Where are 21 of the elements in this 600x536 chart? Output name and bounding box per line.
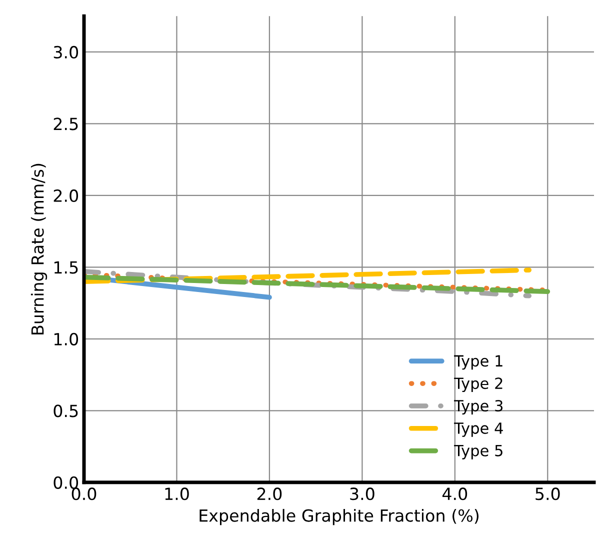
x-tick-label: 0.0 [72,488,96,500]
line-series [84,269,532,298]
y-tick-label: 0.0 [54,476,78,489]
legend-label: Type 4 [454,422,503,437]
y-tick-label: 0.5 [54,404,78,418]
y-tick-label: 2.0 [54,189,78,202]
legend-label: Type 2 [454,378,502,392]
y-tick-label: 1.5 [54,261,78,274]
y-tick-label: 3.0 [54,46,78,59]
y-axis-title: Burning Rate (mm/s) [30,164,48,334]
x-tick-label: 1.0 [165,488,189,500]
x-axis-title: Expendable Graphite Fraction (%) [200,508,478,526]
x-tick-label: 3.0 [350,488,374,500]
x-tick-label: 2.0 [257,488,282,500]
x-tick-label: 4.0 [442,488,468,500]
legend-label: Type 1 [454,355,502,370]
legend-label: Type 5 [454,445,502,460]
x-tick-label: 5.0 [536,488,560,500]
y-tick-label: 1.0 [54,332,78,346]
y-tick-label: 2.5 [54,118,78,130]
legend-label: Type 3 [454,400,503,414]
